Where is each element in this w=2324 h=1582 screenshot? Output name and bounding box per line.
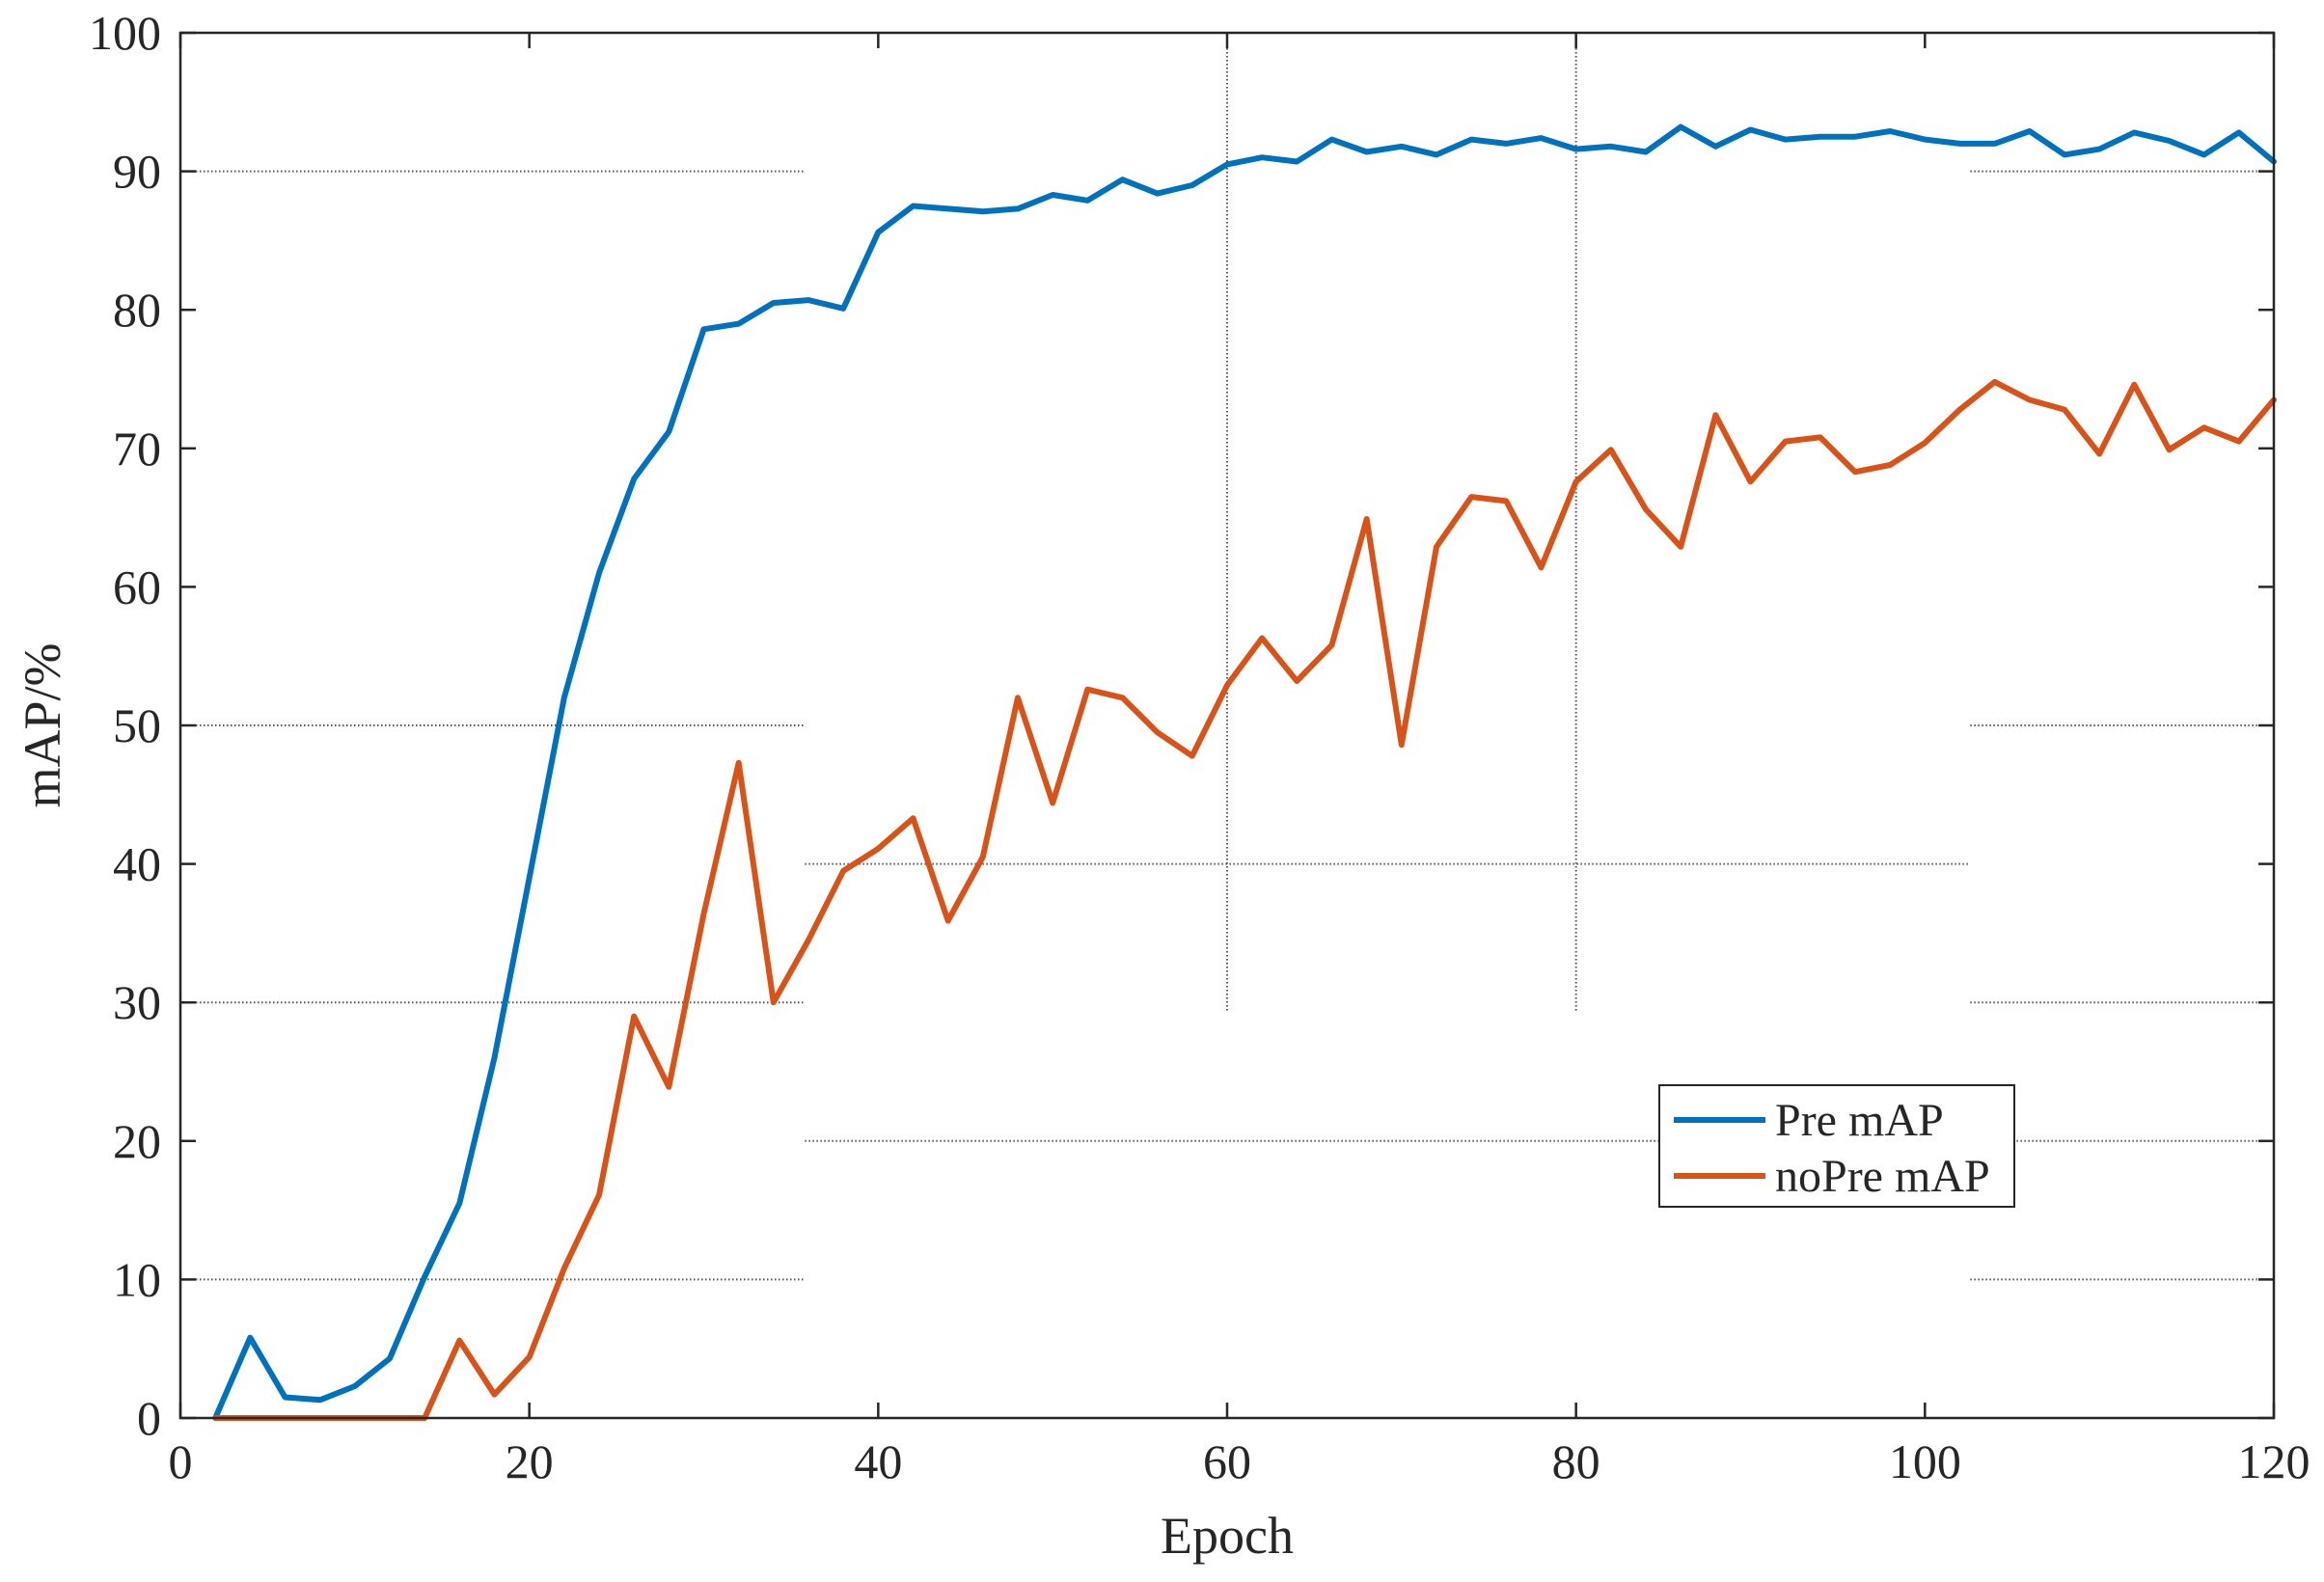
x-tick-label: 120 [2238,1434,2310,1488]
legend-label-pre-map: Pre mAP [1775,1095,1944,1146]
y-tick-label: 70 [113,422,161,476]
y-tick-label: 30 [113,975,161,1029]
series-lines [212,123,2277,1421]
x-tick-label: 100 [1889,1434,1961,1488]
y-tick-label: 90 [113,145,161,199]
series-line-1 [212,378,2277,1421]
y-tick-label: 100 [89,6,161,60]
series-line-0 [212,123,2277,1421]
y-tick-label: 10 [113,1252,161,1306]
x-tick-label: 40 [854,1434,902,1488]
legend-label-nopre-map: noPre mAP [1775,1151,1990,1202]
axis-ticks: 0 20 40 60 80 100 120 0 10 20 30 40 50 60 70 80 90 100 [89,6,2310,1488]
y-tick-label: 50 [113,698,161,752]
y-tick-label: 80 [113,283,161,337]
y-tick-label: 60 [113,559,161,614]
x-tick-label: 20 [506,1434,554,1488]
x-tick-label: 0 [169,1434,193,1488]
y-tick-label: 40 [113,837,161,891]
x-tick-label: 60 [1203,1434,1251,1488]
legend: Pre mAP noPre mAP [1658,1084,2015,1208]
x-tick-label: 80 [1552,1434,1600,1488]
legend-box [1658,1084,2015,1208]
y-axis-label: mAP/% [14,642,71,807]
x-axis-label: Epoch [1161,1507,1294,1565]
y-tick-label: 20 [113,1114,161,1168]
y-tick-label: 0 [137,1391,161,1445]
gridlines [180,33,2274,1281]
